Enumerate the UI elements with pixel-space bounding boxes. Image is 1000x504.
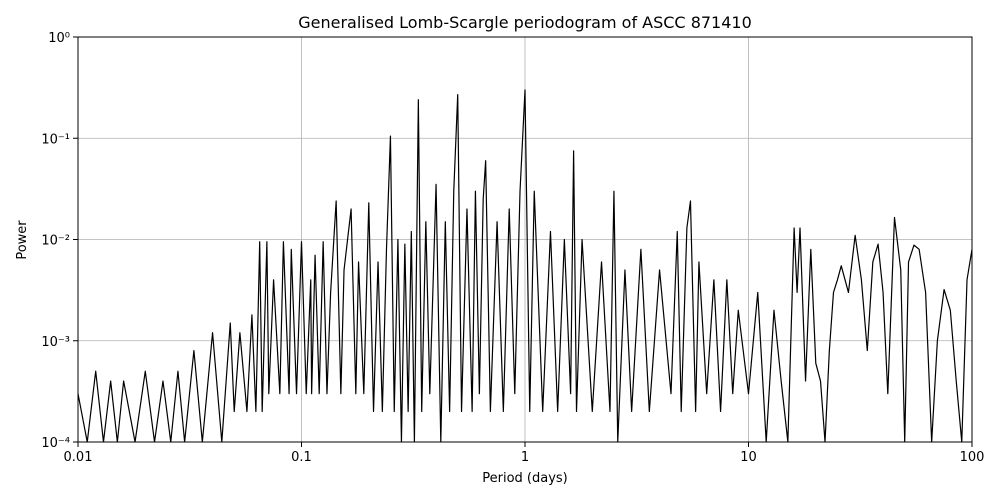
x-axis-label: Period (days) bbox=[482, 471, 568, 486]
y-tick-label: 10⁻⁴ bbox=[41, 436, 70, 451]
y-tick-label: 10⁻¹ bbox=[41, 132, 70, 147]
x-tick-label: 0.1 bbox=[291, 450, 312, 465]
plot-frame bbox=[77, 36, 973, 443]
y-tick-label: 10⁰ bbox=[48, 31, 70, 46]
series-line bbox=[78, 89, 972, 442]
chart-title: Generalised Lomb-Scargle periodogram of … bbox=[298, 13, 752, 32]
x-tick-label: 100 bbox=[960, 450, 985, 465]
y-tick-label: 10⁻² bbox=[41, 234, 70, 249]
x-tick-label: 1 bbox=[521, 450, 529, 465]
y-axis-label: Power bbox=[15, 220, 30, 260]
y-tick-label: 10⁻³ bbox=[41, 335, 70, 350]
x-tick-label: 10 bbox=[740, 450, 757, 465]
x-tick-label: 0.01 bbox=[64, 450, 93, 465]
